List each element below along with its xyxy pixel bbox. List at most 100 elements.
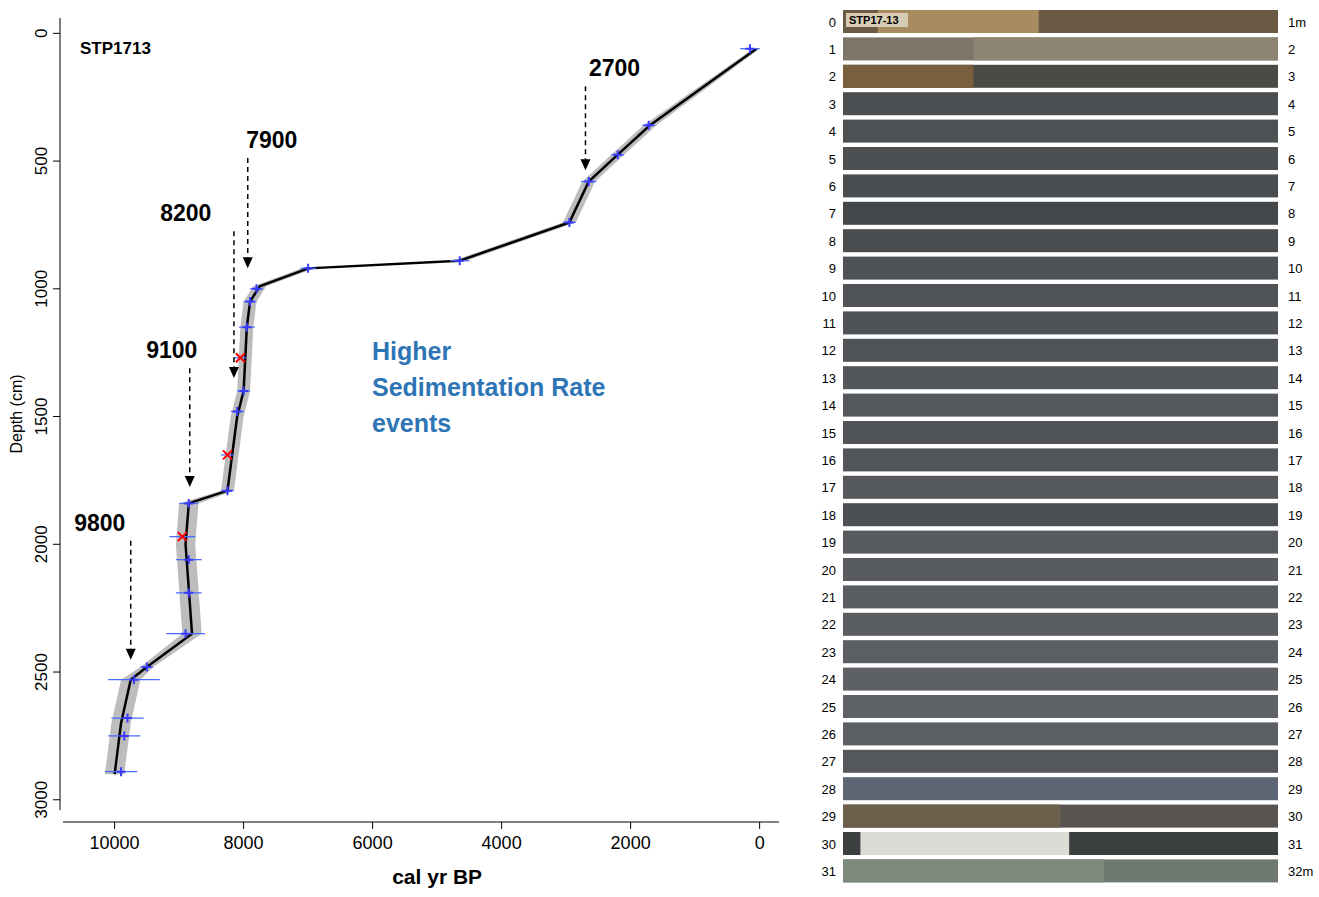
core-left-label: 25 bbox=[822, 700, 836, 715]
core-right-label: 19 bbox=[1288, 508, 1302, 523]
core-right-label: 22 bbox=[1288, 590, 1302, 605]
core-section bbox=[843, 65, 1278, 88]
x-tick-label: 6000 bbox=[353, 833, 393, 853]
core-right-label: 3 bbox=[1288, 69, 1295, 84]
core-left-label: 2 bbox=[829, 69, 836, 84]
y-tick-label: 2000 bbox=[32, 525, 51, 563]
y-tick-label: 1000 bbox=[32, 270, 51, 308]
core-left-label: 18 bbox=[822, 508, 836, 523]
core-right-label: 13 bbox=[1288, 343, 1302, 358]
x-tick-label: 0 bbox=[755, 833, 765, 853]
date-point bbox=[246, 297, 255, 306]
age-depth-line bbox=[115, 49, 757, 775]
core-section bbox=[843, 695, 1278, 718]
x-axis-title: cal yr BP bbox=[392, 865, 482, 888]
core-right-label: 21 bbox=[1288, 563, 1302, 578]
y-tick bbox=[53, 672, 60, 673]
date-point bbox=[129, 675, 138, 684]
core-section bbox=[843, 174, 1278, 197]
core-section bbox=[843, 722, 1278, 745]
date-point bbox=[745, 44, 754, 53]
x-tick bbox=[243, 822, 244, 829]
core-section bbox=[843, 202, 1278, 225]
core-label-bg bbox=[846, 13, 908, 27]
core-right-label: 14 bbox=[1288, 371, 1302, 386]
core-right-label: 23 bbox=[1288, 617, 1302, 632]
date-point bbox=[223, 486, 232, 495]
core-right-label: 11 bbox=[1288, 289, 1302, 304]
core-right-label: 5 bbox=[1288, 124, 1295, 139]
x-tick bbox=[630, 822, 631, 829]
annotation-arrow bbox=[247, 158, 249, 258]
core-right-label: 17 bbox=[1288, 453, 1302, 468]
date-point bbox=[223, 450, 232, 459]
date-point bbox=[233, 407, 242, 416]
x-tick bbox=[114, 822, 115, 829]
core-section bbox=[843, 503, 1278, 526]
x-axis-line bbox=[63, 822, 779, 823]
core-section bbox=[843, 394, 1278, 417]
date-point bbox=[455, 256, 464, 265]
highlight-text: events bbox=[372, 409, 451, 437]
core-left-label: 20 bbox=[822, 563, 836, 578]
core-section-detail bbox=[843, 859, 1104, 882]
annotation-arrowhead bbox=[243, 257, 253, 268]
date-point bbox=[184, 555, 193, 564]
core-left-label: 5 bbox=[829, 152, 836, 167]
y-tick-label: 3000 bbox=[32, 781, 51, 819]
y-tick bbox=[53, 416, 60, 417]
core-section bbox=[843, 668, 1278, 691]
core-left-label: 8 bbox=[829, 234, 836, 249]
annotation-arrow bbox=[130, 541, 132, 650]
core-right-label: 12 bbox=[1288, 316, 1302, 331]
annotation-label: 7900 bbox=[246, 127, 297, 153]
core-left-label: 12 bbox=[822, 343, 836, 358]
date-point bbox=[184, 499, 193, 508]
core-left-label: 6 bbox=[829, 179, 836, 194]
core-right-label: 2 bbox=[1288, 42, 1295, 57]
date-point bbox=[117, 767, 126, 776]
date-point bbox=[236, 353, 245, 362]
date-point bbox=[252, 284, 261, 293]
core-left-label: 11 bbox=[823, 316, 837, 331]
core-section-detail bbox=[860, 832, 1069, 855]
y-tick bbox=[53, 288, 60, 289]
x-tick bbox=[372, 822, 373, 829]
x-tick-label: 4000 bbox=[482, 833, 522, 853]
core-section bbox=[843, 37, 1278, 60]
core-right-label: 31 bbox=[1288, 837, 1302, 852]
core-left-label: 10 bbox=[822, 289, 836, 304]
annotation-arrow bbox=[189, 368, 191, 477]
y-axis-line bbox=[60, 18, 61, 810]
annotation-arrowhead bbox=[126, 649, 136, 660]
core-left-label: 27 bbox=[822, 754, 836, 769]
core-section bbox=[843, 585, 1278, 608]
core-section-detail bbox=[843, 65, 974, 88]
date-point bbox=[120, 731, 129, 740]
core-left-label: 19 bbox=[822, 535, 836, 550]
date-point bbox=[239, 387, 248, 396]
y-tick bbox=[53, 33, 60, 34]
core-right-label: 10 bbox=[1288, 261, 1302, 276]
core-section bbox=[843, 366, 1278, 389]
core-section bbox=[843, 10, 1278, 33]
core-right-label: 29 bbox=[1288, 782, 1302, 797]
core-right-label: 25 bbox=[1288, 672, 1302, 687]
core-right-label: 16 bbox=[1288, 426, 1302, 441]
core-section bbox=[843, 147, 1278, 170]
y-tick-label: 0 bbox=[32, 29, 51, 38]
x-tick bbox=[759, 822, 760, 829]
core-right-label: 4 bbox=[1288, 97, 1295, 112]
uncertainty-band bbox=[105, 49, 760, 775]
annotation-arrowhead bbox=[580, 159, 590, 170]
core-section bbox=[843, 476, 1278, 499]
date-point bbox=[584, 177, 593, 186]
core-left-label: 23 bbox=[822, 645, 836, 660]
chart-title: STP1713 bbox=[80, 39, 151, 58]
annotation-label: 8200 bbox=[160, 200, 211, 226]
core-left-label: 22 bbox=[822, 617, 836, 632]
core-right-label: 8 bbox=[1288, 206, 1295, 221]
core-right-label: 32m bbox=[1288, 864, 1313, 879]
core-section bbox=[843, 284, 1278, 307]
y-tick-label: 500 bbox=[32, 147, 51, 175]
